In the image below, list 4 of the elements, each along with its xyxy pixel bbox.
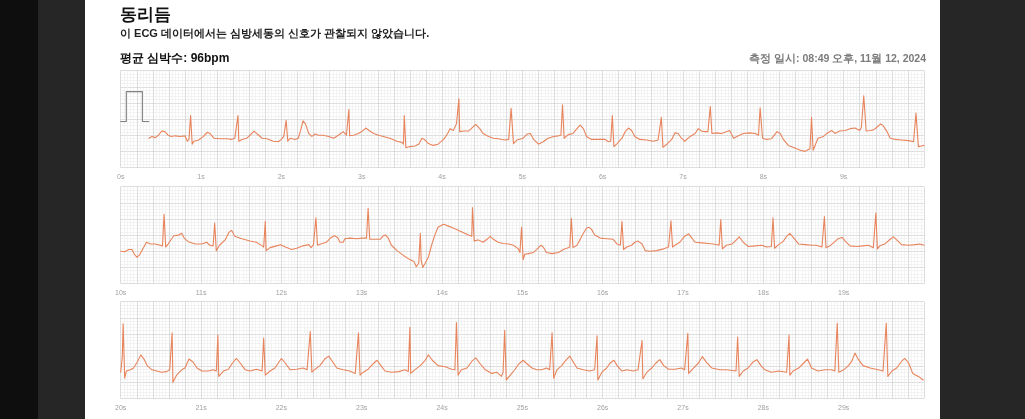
text: 평균 심박수: 96bpm — [120, 50, 230, 67]
chart-title: 동리듬 — [120, 4, 171, 26]
text: 측정 일시: 08:49 오후, 11월 12, 2024 — [749, 52, 926, 66]
chart-subtitle: 이 ECG 데이터에서는 심방세동의 신호가 관찰되지 않았습니다. — [120, 26, 430, 41]
